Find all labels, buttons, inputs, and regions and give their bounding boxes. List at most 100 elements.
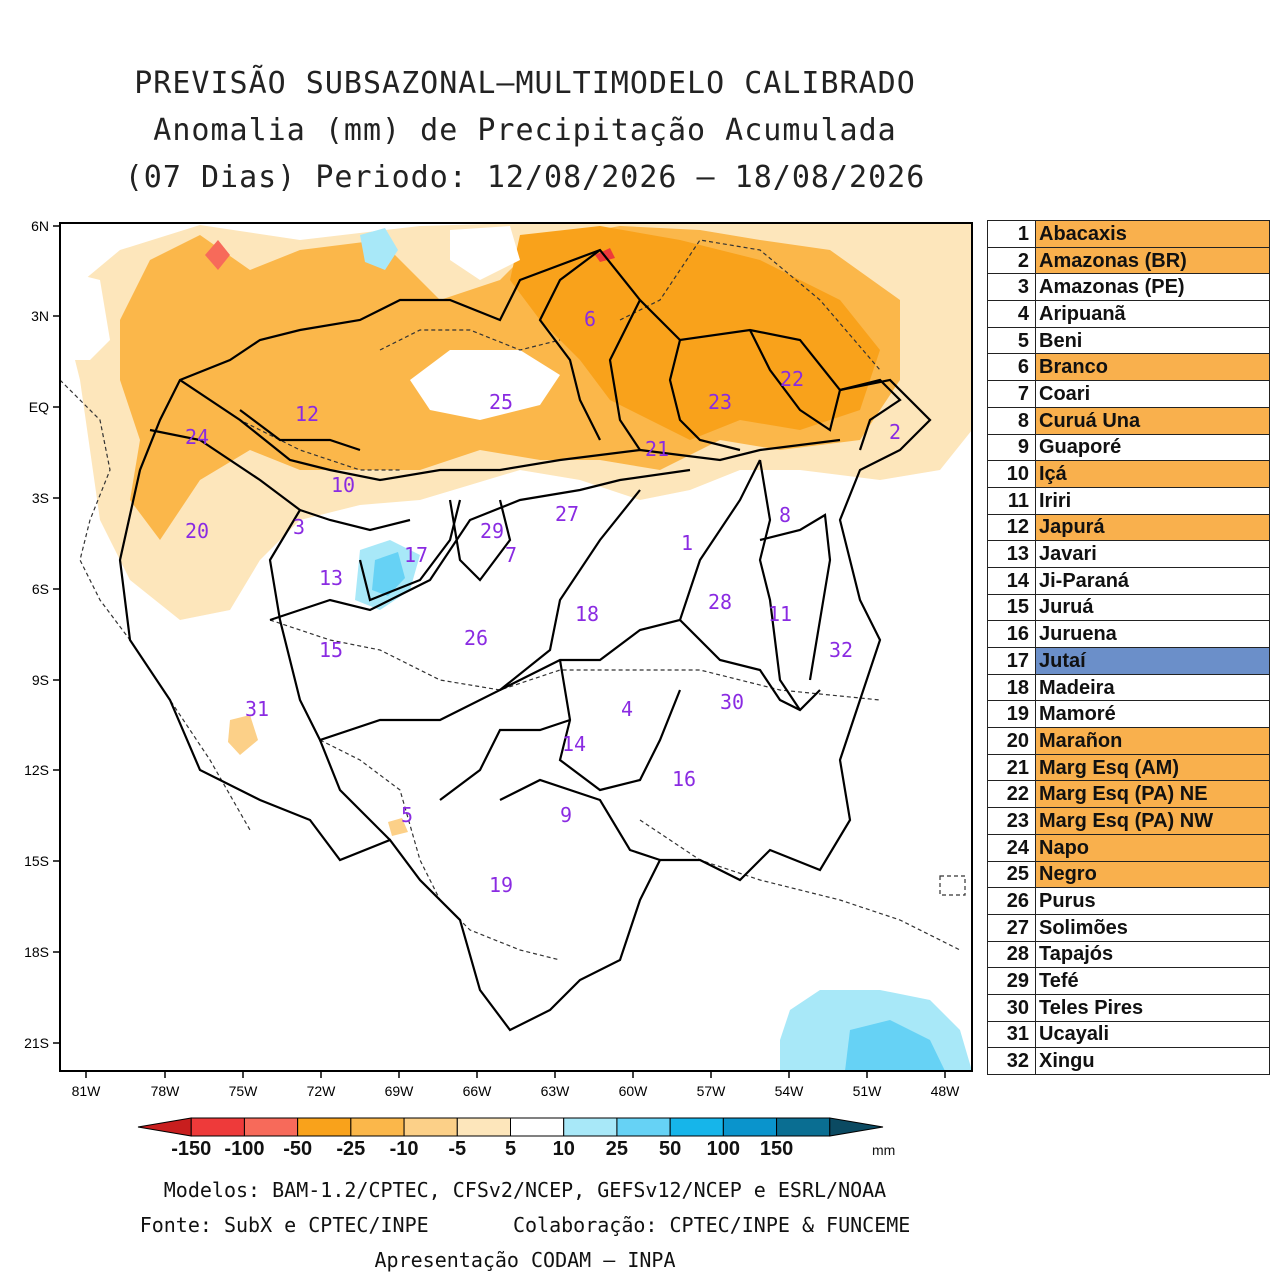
basin-map-label: 21 — [645, 437, 669, 461]
legend-basin-name: Marg Esq (AM) — [1035, 753, 1270, 782]
border-line — [319, 739, 561, 961]
legend-row: 15 Juruá — [987, 593, 1270, 622]
legend-basin-number: 32 — [987, 1047, 1036, 1075]
colorbar-tick-label: 5 — [504, 1138, 517, 1160]
basin-map-label: 25 — [489, 390, 513, 414]
lat-tick-label: 18S — [24, 944, 49, 960]
legend-basin-name: Tapajós — [1035, 940, 1270, 969]
legend-basin-name: Iriri — [1035, 486, 1270, 515]
colorbar-tick-label: 100 — [706, 1138, 741, 1160]
colorbar-unit: mm — [872, 1142, 896, 1158]
lat-ticks: 6N 3N EQ 3S 6S 9S 12S 15S 18S 21S — [24, 218, 60, 1051]
legend-basin-number: 5 — [987, 326, 1036, 355]
colorbar-segment — [403, 1117, 458, 1137]
legend-basin-number: 17 — [987, 647, 1036, 675]
anomaly-peak-red — [205, 240, 230, 270]
legend-basin-number: 2 — [987, 246, 1036, 275]
lon-tick-label: 48W — [931, 1083, 961, 1099]
lon-tick-label: 54W — [775, 1083, 805, 1099]
anomaly-dry-ucayali — [228, 715, 258, 755]
basin-divider — [499, 459, 761, 691]
legend-row: 9 Guaporé — [987, 433, 1270, 462]
basin-map-label: 32 — [829, 638, 853, 662]
legend-row: 26 Purus — [987, 887, 1270, 915]
legend-basin-number: 20 — [987, 727, 1036, 755]
legend-row: 32 Xingu — [987, 1047, 1270, 1075]
legend-row: 10 Içá — [987, 460, 1270, 488]
basin-divider — [269, 468, 691, 622]
basin-map-label: 13 — [319, 566, 343, 590]
basin-map-label: 29 — [480, 519, 504, 543]
anomaly-wet-north — [360, 228, 398, 270]
anomaly-shading — [60, 223, 972, 1071]
colorbar-tick-label: -100 — [224, 1138, 265, 1160]
basin-divider — [439, 718, 571, 801]
colorbar-end-high — [829, 1117, 884, 1137]
basin-map-label: 6 — [584, 307, 596, 331]
lat-tick-label: 6N — [31, 218, 49, 234]
basin-divider — [758, 459, 801, 711]
border-line — [619, 239, 881, 371]
legend-basin-number: 14 — [987, 566, 1036, 595]
legend-basin-name: Negro — [1035, 860, 1270, 889]
basin-map-label: 16 — [672, 767, 696, 791]
country-borders — [60, 239, 966, 961]
basin-map-label: 22 — [780, 367, 804, 391]
basin-map-label: 11 — [768, 602, 792, 626]
legend-row: 27 Solimões — [987, 913, 1270, 942]
basin-map-label: 10 — [331, 473, 355, 497]
basin-divider — [149, 428, 302, 621]
footer-line-2: Fonte: SubX e CPTEC/INPE Colaboração: CP… — [139, 1213, 911, 1237]
footer-line-1: Modelos: BAM-1.2/CPTEC, CFSv2/NCEP, GEFS… — [163, 1178, 887, 1202]
colorbar-segment — [297, 1117, 352, 1137]
legend-basin-name: Curuá Una — [1035, 406, 1270, 435]
basin-map-label: 7 — [505, 543, 517, 567]
basin-divider — [749, 329, 842, 432]
basin-map-label: 17 — [404, 543, 428, 567]
legend-basin-number: 18 — [987, 673, 1036, 702]
basin-outline-amazon — [118, 248, 932, 1032]
basin-map-label: 31 — [245, 697, 269, 721]
lon-tick-label: 69W — [385, 1083, 415, 1099]
colorbar-segment — [563, 1117, 618, 1137]
colorbar-segment — [669, 1117, 724, 1137]
legend-basin-number: 21 — [987, 753, 1036, 782]
legend-basin-name: Purus — [1035, 887, 1270, 915]
lon-tick-label: 63W — [541, 1083, 571, 1099]
legend-row: 21 Marg Esq (AM) — [987, 753, 1270, 782]
anomaly-normal-west — [60, 270, 110, 360]
basin-divider — [839, 378, 902, 451]
basin-map-label: 4 — [621, 697, 633, 721]
basin-map-label: 19 — [489, 873, 513, 897]
basin-map-label: 26 — [464, 626, 488, 650]
legend-row: 6 Branco — [987, 353, 1270, 382]
legend-basin-name: Beni — [1035, 326, 1270, 355]
legend-basin-name: Branco — [1035, 353, 1270, 382]
lat-tick-label: 6S — [32, 581, 49, 597]
legend-row: 1 Abacaxis — [987, 220, 1270, 248]
anomaly-wet-jutai-core — [372, 552, 405, 596]
anomaly-branco-strong — [510, 226, 880, 440]
colorbar-segment — [776, 1117, 831, 1137]
colorbar-tick-label: -25 — [336, 1138, 366, 1160]
colorbar-tick-label: 150 — [759, 1138, 794, 1160]
legend-row: 13 Javari — [987, 540, 1270, 568]
basin-divider — [608, 299, 641, 451]
border-line — [379, 329, 561, 351]
legend-row: 17 Jutaí — [987, 647, 1270, 675]
anomaly-wet-southeast-core — [845, 1020, 945, 1071]
legend-basin-name: Ucayali — [1035, 1020, 1270, 1049]
basin-map-label: 24 — [185, 425, 209, 449]
legend-basin-number: 9 — [987, 433, 1036, 462]
legend-row: 19 Mamoré — [987, 700, 1270, 729]
legend-row: 7 Coari — [987, 380, 1270, 408]
legend-basin-number: 26 — [987, 887, 1036, 915]
basin-legend-table: 1 Abacaxis 2 Amazonas (BR) 3 Amazonas (PE) 4 Ar… — [987, 220, 1270, 1075]
basin-divider — [179, 379, 841, 482]
legend-basin-name: Javari — [1035, 540, 1270, 568]
legend-basin-name: Napo — [1035, 833, 1270, 862]
basin-map-label: 3 — [293, 515, 305, 539]
legend-basin-number: 29 — [987, 967, 1036, 995]
basin-map-label: 15 — [319, 638, 343, 662]
legend-row: 12 Japurá — [987, 513, 1270, 542]
